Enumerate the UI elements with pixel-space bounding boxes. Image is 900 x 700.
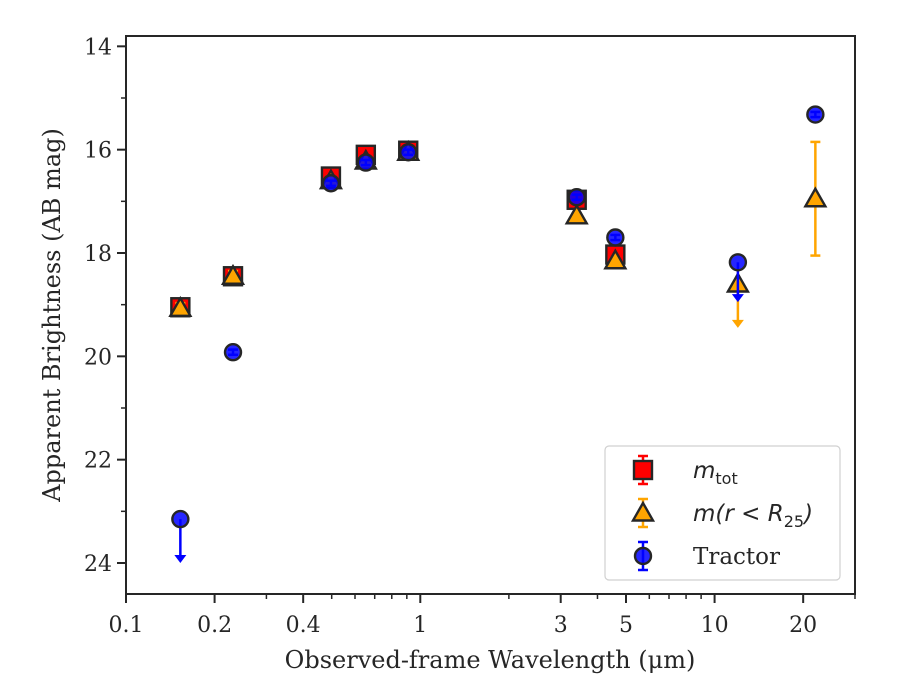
data-point-mr25 (220, 263, 246, 285)
y-tick-label: 14 (84, 35, 112, 60)
x-tick-label: 0.1 (109, 613, 144, 638)
data-point-tractor (806, 105, 825, 124)
legend-marker-mr25 (630, 500, 656, 522)
upper-limit-arrow (731, 294, 744, 303)
x-tick-label: 10 (701, 613, 729, 638)
legend-label-mr25: m(r < R25) (693, 501, 813, 531)
upper-limit-arrow (174, 555, 187, 563)
data-point-mr25 (168, 295, 193, 317)
data-point-tractor (567, 187, 586, 207)
plot-marks (168, 105, 828, 563)
x-tick-label: 1 (413, 613, 427, 638)
data-point-tractor (321, 174, 341, 193)
series-tractor (171, 105, 825, 563)
data-point-tractor (399, 143, 418, 162)
data-point-tractor (223, 343, 243, 362)
y-axis-title: Apparent Brightness (AB mag) (38, 128, 66, 503)
legend: mtot m(r < R25) Tractor (604, 445, 841, 581)
y-tick-label: 24 (84, 552, 112, 577)
data-point-mr25 (803, 186, 828, 208)
y-tick-label: 20 (84, 345, 112, 370)
x-axis-title: Observed-frame Wavelength (μm) (285, 646, 696, 674)
y-tick-label: 22 (84, 449, 112, 474)
plot-frame (125, 35, 856, 595)
data-point-mr25 (564, 203, 589, 225)
legend-label-tractor: Tractor (693, 544, 780, 570)
data-point-tractor (728, 253, 748, 272)
legend-marker-tractor (633, 546, 653, 566)
x-tick-label: 0.2 (197, 613, 232, 638)
data-point-tractor (171, 509, 190, 529)
data-point-mr25 (603, 248, 628, 270)
data-point-tractor (606, 228, 625, 247)
upper-limit-arrow (731, 319, 744, 328)
x-tick-label: 20 (789, 613, 817, 638)
y-tick-label: 18 (84, 242, 112, 267)
series-mr25 (168, 139, 828, 328)
data-point-tractor (356, 153, 376, 172)
legend-marker-mtot (632, 459, 654, 481)
series-mtot (170, 140, 626, 318)
x-tick-label: 5 (619, 613, 633, 638)
legend-label-mtot: mtot (693, 458, 738, 488)
y-tick-label: 16 (84, 139, 112, 164)
legend-box (604, 445, 841, 581)
x-tick-label: 0.4 (286, 613, 321, 638)
axis-ticks: 0.1 0.2 0.4 1 3 5 10 20 14 16 18 20 22 24 (84, 35, 856, 638)
x-tick-label: 3 (554, 613, 568, 638)
